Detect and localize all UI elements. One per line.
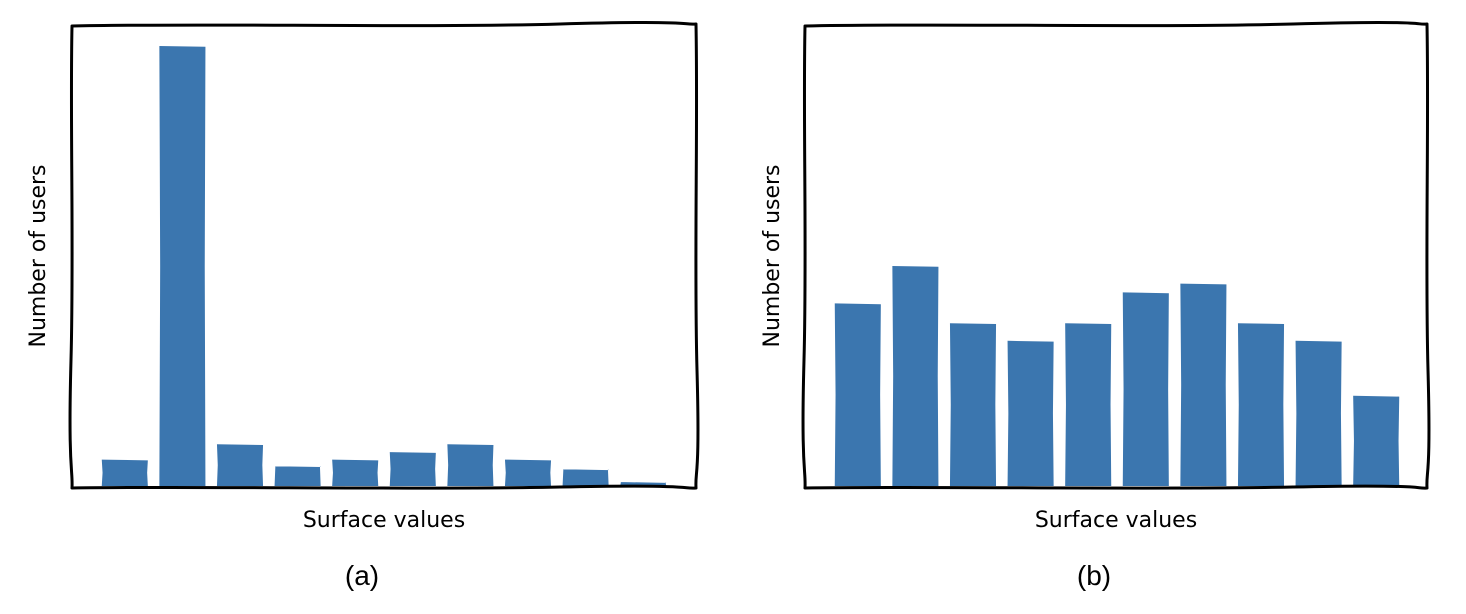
bar-b-2	[892, 266, 939, 486]
bar-a-2	[159, 46, 206, 486]
bar-b-5	[1065, 323, 1112, 486]
bar-chart-b: Number of users Surface values (b)	[760, 20, 1431, 591]
x-axis-label-b: Surface values	[1035, 508, 1197, 533]
bar-a-6	[389, 452, 436, 486]
bar-b-6	[1122, 292, 1169, 486]
bar-a-9	[562, 469, 609, 486]
bar-b-7	[1180, 283, 1227, 486]
bar-b-8	[1237, 323, 1285, 486]
bar-a-4	[274, 466, 321, 486]
panel-caption-b: (b)	[1077, 560, 1111, 591]
bar-a-3	[216, 444, 264, 486]
bar-a-7	[447, 444, 494, 486]
bar-b-10	[1353, 395, 1400, 486]
chart-panel-a: Number of users Surface values (a)	[26, 20, 700, 591]
bars-group-b	[834, 266, 1400, 486]
plot-frame-a	[68, 20, 700, 490]
chart-panel-b: Number of users Surface values (b)	[733, 0, 1466, 614]
bar-b-4	[1007, 340, 1054, 486]
bar-b-3	[949, 323, 997, 486]
y-axis-label-b: Number of users	[760, 164, 785, 347]
bar-a-8	[504, 459, 552, 486]
bar-b-9	[1295, 340, 1342, 486]
bars-group-a	[101, 46, 667, 486]
plot-frame-b	[801, 20, 1431, 490]
x-axis-label-a: Surface values	[303, 508, 465, 533]
y-axis-label-a: Number of users	[26, 164, 51, 347]
bar-a-1	[101, 459, 148, 486]
bar-b-1	[834, 303, 881, 486]
bar-chart-a: Number of users Surface values (a)	[26, 20, 700, 591]
bar-a-5	[332, 459, 379, 486]
panel-caption-a: (a)	[345, 560, 379, 591]
